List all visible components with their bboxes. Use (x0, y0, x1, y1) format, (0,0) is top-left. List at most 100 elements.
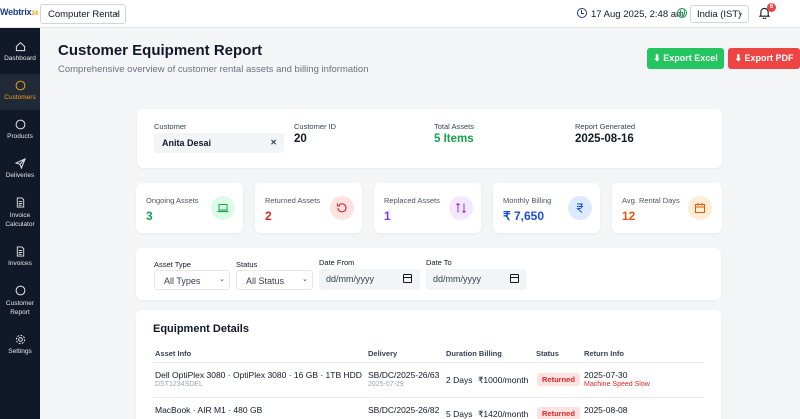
stat-card-ongoing: Ongoing Assets 3 (136, 183, 243, 233)
status-badge: Returned (537, 373, 580, 386)
customer-label: Customer (154, 122, 187, 131)
customer-summary-card: Customer Anita Desai ✕ Customer ID 20 To… (137, 109, 722, 168)
column-header: Asset Info (155, 349, 192, 358)
stat-value: 1 (384, 209, 391, 223)
globe-icon (677, 8, 687, 18)
equipment-card: Equipment Details Asset Info Delivery Du… (136, 310, 721, 419)
swap-icon (449, 196, 473, 220)
chevron-down-icon: ⌄ (737, 8, 744, 17)
delivery-number: SB/DC/2025-26/63 (368, 370, 440, 380)
gear-icon (15, 334, 25, 345)
date-from-input[interactable]: dd/mm/yyyy (319, 269, 420, 290)
status-badge: Returned (537, 407, 580, 419)
stat-label: Returned Assets (265, 196, 321, 205)
date-from-placeholder: dd/mm/yyyy (326, 274, 375, 284)
circle-icon (15, 285, 25, 296)
column-header: Return Info (584, 349, 624, 358)
sidebar-item-customer-report[interactable]: Customer Report (0, 285, 40, 321)
company-select-value: Computer Rental (48, 9, 120, 20)
company-select[interactable]: Computer Rental ⌄ (40, 4, 126, 24)
sidebar-item-label: Products (7, 133, 33, 140)
current-datetime: 17 Aug 2025, 2:48 am (591, 9, 684, 20)
chevron-down-icon: ⌄ (113, 8, 120, 17)
stat-card-returned: Returned Assets 2 (255, 183, 362, 233)
column-header: Status (536, 349, 559, 358)
asset-name: MacBook · AIR M1 · 480 GB (155, 405, 263, 415)
sidebar-item-invoices[interactable]: Invoices (0, 246, 40, 274)
rotate-ccw-icon (330, 196, 354, 220)
billing: ₹1420/month (478, 409, 529, 419)
stat-label: Replaced Assets (384, 196, 440, 205)
duration: 5 Days (446, 409, 473, 419)
sidebar: Dashboard Customers Products Deliveries … (0, 28, 40, 419)
customer-select-value: Anita Desai (162, 138, 212, 148)
customer-id-label: Customer ID (294, 122, 337, 131)
page-subtitle: Comprehensive overview of customer renta… (58, 64, 369, 75)
column-header: Delivery (368, 349, 398, 358)
document-icon (16, 246, 24, 257)
sidebar-item-deliveries[interactable]: Deliveries (0, 158, 40, 186)
stat-value: 2 (265, 209, 272, 223)
notification-badge: 6 (767, 3, 776, 12)
asset-type-label: Asset Type (154, 260, 191, 269)
stat-value: 12 (622, 209, 636, 223)
stat-card-billing: Monthly Billing ₹ 7,650 (493, 183, 600, 233)
top-bar: Webtrix24 Computer Rental ⌄ 17 Aug 2025,… (0, 0, 800, 28)
export-excel-label: Export Excel (663, 53, 718, 63)
stat-label: Avg. Rental Days (622, 196, 680, 205)
duration: 2 Days (446, 375, 473, 385)
timezone-select-value: India (IST) (697, 9, 742, 20)
asset-name: Dell OptiPlex 3080 · OptiPlex 3080 · 16 … (155, 370, 362, 380)
total-assets-label: Total Assets (434, 122, 475, 131)
page-title: Customer Equipment Report (58, 42, 263, 59)
stat-label: Ongoing Assets (146, 196, 199, 205)
customer-id-value: 20 (294, 133, 307, 145)
timezone-select[interactable]: India (IST) ⌄ (690, 5, 749, 23)
export-pdf-label: Export PDF (744, 53, 794, 63)
sidebar-item-dashboard[interactable]: Dashboard (0, 41, 40, 69)
sidebar-item-products[interactable]: Products (0, 119, 40, 147)
status-select[interactable]: All Status ⌄ (236, 270, 313, 290)
return-reason: Machine Speed Slow (584, 381, 650, 388)
asset-type-value: All Types (164, 276, 201, 286)
sidebar-item-label: Settings (8, 348, 32, 355)
return-date: 2025-07-30 (584, 370, 628, 380)
stat-card-replaced: Replaced Assets 1 (374, 183, 481, 233)
sidebar-item-label: Invoice Calculator (5, 212, 35, 228)
clock-icon (577, 8, 587, 18)
section-title: Equipment Details (153, 323, 249, 335)
column-header: Duration Billing (446, 349, 502, 358)
logo-accent: 24 (31, 11, 38, 17)
app-logo[interactable]: Webtrix24 (0, 7, 38, 17)
date-to-input[interactable]: dd/mm/yyyy (426, 269, 527, 290)
export-excel-button[interactable]: ⬇ Export Excel (647, 48, 724, 69)
sidebar-item-label: Invoices (8, 260, 32, 267)
calendar-icon[interactable] (403, 274, 412, 283)
asset-type-select[interactable]: All Types ⌄ (154, 270, 230, 290)
divider (153, 397, 704, 398)
document-icon (16, 197, 24, 208)
chevron-down-icon: ⌄ (302, 276, 308, 283)
sidebar-item-settings[interactable]: Settings (0, 334, 40, 362)
customer-select[interactable]: Anita Desai ✕ (154, 133, 284, 153)
stat-card-rental-days: Avg. Rental Days 12 (612, 183, 722, 233)
send-icon (14, 158, 26, 169)
sidebar-item-customers[interactable]: Customers (0, 74, 40, 110)
sidebar-item-label: Customers (4, 94, 36, 101)
report-generated-value: 2025-08-16 (575, 133, 634, 145)
download-icon: ⬇ (653, 53, 661, 63)
clear-icon[interactable]: ✕ (270, 138, 277, 147)
filters-card: Asset Type All Types ⌄ Status All Status… (136, 248, 721, 300)
status-label: Status (236, 260, 258, 269)
delivery-number: SB/DC/2025-26/82 (368, 405, 440, 415)
report-generated-label: Report Generated (575, 122, 636, 131)
delivery-date: 2025-07-29 (368, 381, 404, 388)
stat-label: Monthly Billing (503, 196, 552, 205)
bell-icon[interactable] (759, 7, 770, 19)
chevron-down-icon: ⌄ (219, 276, 225, 283)
export-pdf-button[interactable]: ⬇ Export PDF (728, 48, 800, 69)
sidebar-item-label: Dashboard (4, 55, 36, 62)
date-to-placeholder: dd/mm/yyyy (433, 274, 482, 284)
sidebar-item-invoice-calculator[interactable]: Invoice Calculator (0, 197, 40, 233)
calendar-icon[interactable] (510, 274, 519, 283)
